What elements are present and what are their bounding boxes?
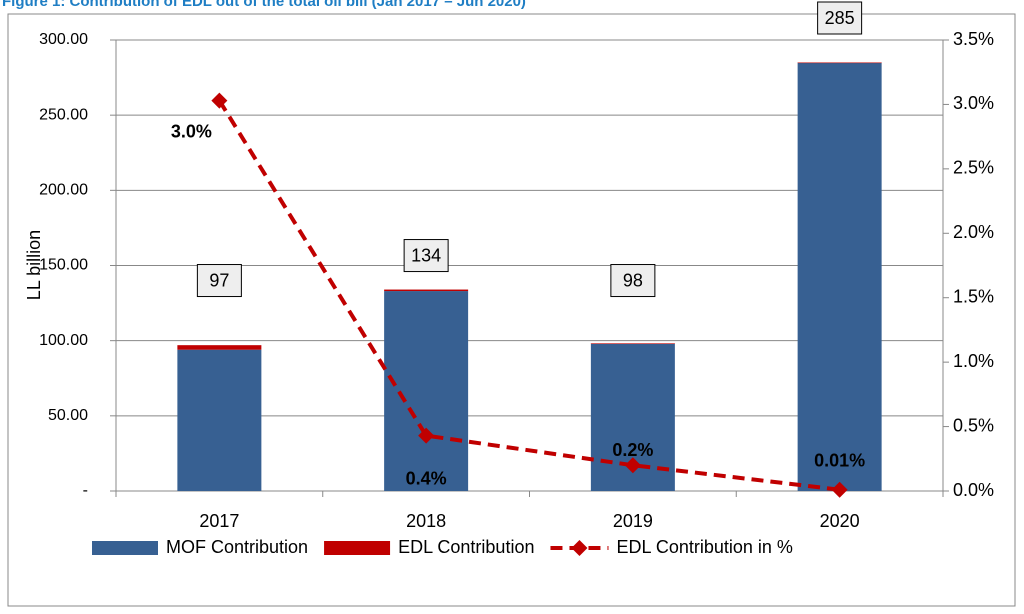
bar [177, 345, 262, 350]
y2-tick-label: 3.0% [953, 93, 994, 113]
line-marker [831, 481, 848, 498]
bar [384, 289, 469, 292]
bar [797, 62, 882, 492]
y-tick-label: 150.00 [39, 257, 88, 274]
y2-tick-label: 1.0% [953, 351, 994, 371]
y-tick-label: - [83, 482, 88, 499]
legend-label: MOF Contribution [166, 537, 308, 557]
total-label: 134 [411, 245, 441, 265]
line-marker [211, 92, 228, 109]
y2-tick-label: 1.5% [953, 286, 994, 306]
legend-label: EDL Contribution in % [616, 537, 792, 557]
x-tick-label: 2019 [613, 511, 653, 531]
x-tick-label: 2020 [820, 511, 860, 531]
x-tick-label: 2018 [406, 511, 446, 531]
total-label-box [196, 264, 242, 298]
total-label: 285 [825, 8, 855, 28]
legend-swatch [571, 540, 588, 556]
y-axis-label: LL billion [24, 230, 44, 300]
y2-tick-label: 0.5% [953, 415, 994, 435]
legend-swatch [324, 541, 391, 555]
line-marker [418, 427, 435, 444]
y2-tick-label: 0.0% [953, 480, 994, 500]
total-label: 98 [623, 270, 643, 290]
chart-title: Figure 1: Contribution of EDL out of the… [2, 0, 526, 10]
line-marker [624, 457, 641, 474]
legend-swatch [92, 541, 158, 555]
x-tick-label: 2017 [199, 511, 239, 531]
bar [384, 291, 469, 491]
bar [797, 62, 882, 64]
line [217, 99, 840, 492]
y-tick-label: 50.00 [48, 407, 88, 424]
y-tick-label: 250.00 [39, 106, 88, 123]
data-label: 0.01% [814, 450, 865, 470]
total-label: 97 [209, 270, 229, 290]
legend-label: EDL Contribution [398, 537, 534, 557]
y2-tick-label: 3.5% [953, 29, 994, 49]
total-label-box [403, 239, 449, 273]
bar [590, 343, 675, 344]
y-tick-label: 200.00 [39, 182, 88, 199]
y-tick-label: 100.00 [39, 332, 88, 349]
y2-tick-label: 2.0% [953, 222, 994, 242]
total-label-box [817, 1, 863, 35]
data-label: 3.0% [171, 121, 212, 141]
data-label: 0.4% [406, 468, 447, 488]
y2-tick-label: 2.5% [953, 158, 994, 178]
bar [177, 349, 262, 491]
total-label-box [610, 264, 656, 298]
data-label: 0.2% [612, 440, 653, 460]
y-tick-label: 300.00 [39, 31, 88, 48]
